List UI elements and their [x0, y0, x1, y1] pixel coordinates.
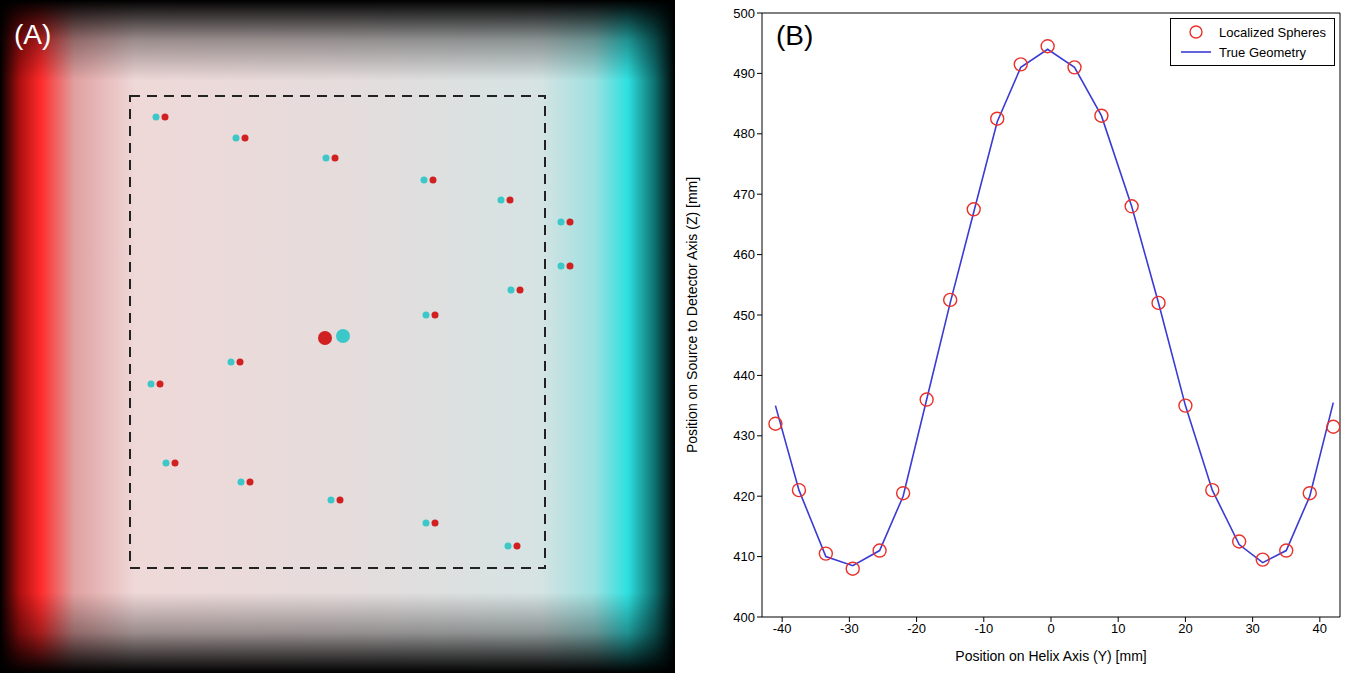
- svg-text:430: 430: [733, 428, 755, 443]
- svg-text:10: 10: [1111, 621, 1125, 636]
- svg-text:(A): (A): [14, 19, 51, 50]
- svg-text:-20: -20: [907, 621, 926, 636]
- svg-text:-10: -10: [974, 621, 993, 636]
- svg-text:460: 460: [733, 247, 755, 262]
- html-text:True Geometry: True Geometry: [1219, 44, 1306, 60]
- svg-text:20: 20: [1178, 621, 1192, 636]
- svg-text:480: 480: [733, 126, 755, 141]
- svg-text:490: 490: [733, 66, 755, 81]
- html-text:Localized Spheres: Localized Spheres: [1219, 24, 1326, 40]
- svg-text:30: 30: [1245, 621, 1259, 636]
- svg-text:Position on Helix Axis (Y) [mm: Position on Helix Axis (Y) [mm]: [955, 648, 1146, 664]
- svg-text:400: 400: [733, 610, 755, 625]
- html-text:(B): (B): [776, 20, 814, 51]
- svg-text:-30: -30: [840, 621, 859, 636]
- svg-text:420: 420: [733, 489, 755, 504]
- svg-text:-40: -40: [773, 621, 792, 636]
- svg-text:440: 440: [733, 368, 755, 383]
- svg-text:500: 500: [733, 6, 755, 21]
- svg-text:0: 0: [1047, 621, 1054, 636]
- svg-text:470: 470: [733, 187, 755, 202]
- svg-text:410: 410: [733, 549, 755, 564]
- svg-text:450: 450: [733, 308, 755, 323]
- svg-text:40: 40: [1313, 621, 1327, 636]
- svg-text:Position on Source to Detector: Position on Source to Detector Axis (Z) …: [684, 177, 700, 453]
